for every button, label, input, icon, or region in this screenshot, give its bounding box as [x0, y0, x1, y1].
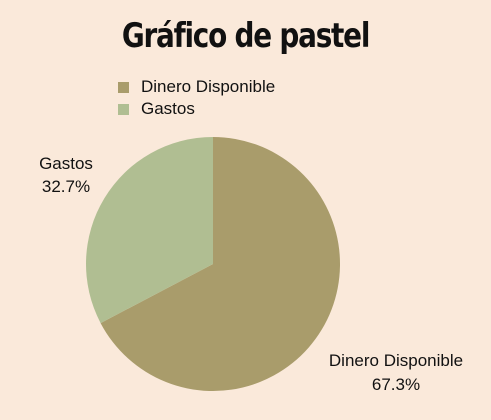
- slice-label-dinero-disponible-percent: 67.3%: [372, 375, 420, 394]
- legend-item-gastos: Gastos: [118, 98, 275, 120]
- slice-label-dinero-disponible: Dinero Disponible 67.3%: [329, 351, 463, 394]
- slice-label-gastos-name: Gastos: [39, 154, 93, 173]
- pie-slices: [86, 137, 341, 391]
- legend-label-dinero-disponible: Dinero Disponible: [141, 77, 276, 96]
- legend-item-dinero-disponible: Dinero Disponible: [118, 76, 275, 98]
- slice-label-dinero-disponible-name: Dinero Disponible: [329, 351, 463, 370]
- slice-label-gastos: Gastos 32.7%: [39, 154, 93, 196]
- pie-slice-gastos: [86, 137, 213, 324]
- chart-title: Gráfico de pastel: [121, 16, 371, 56]
- legend-label-gastos: Gastos: [141, 99, 195, 118]
- chart-legend: Dinero Disponible Gastos: [118, 76, 275, 120]
- legend-swatch-dinero-disponible: [118, 81, 129, 93]
- legend-swatch-gastos: [118, 103, 129, 115]
- pie-slice-dinero-disponible: [100, 137, 341, 391]
- slice-label-gastos-percent: 32.7%: [42, 177, 90, 196]
